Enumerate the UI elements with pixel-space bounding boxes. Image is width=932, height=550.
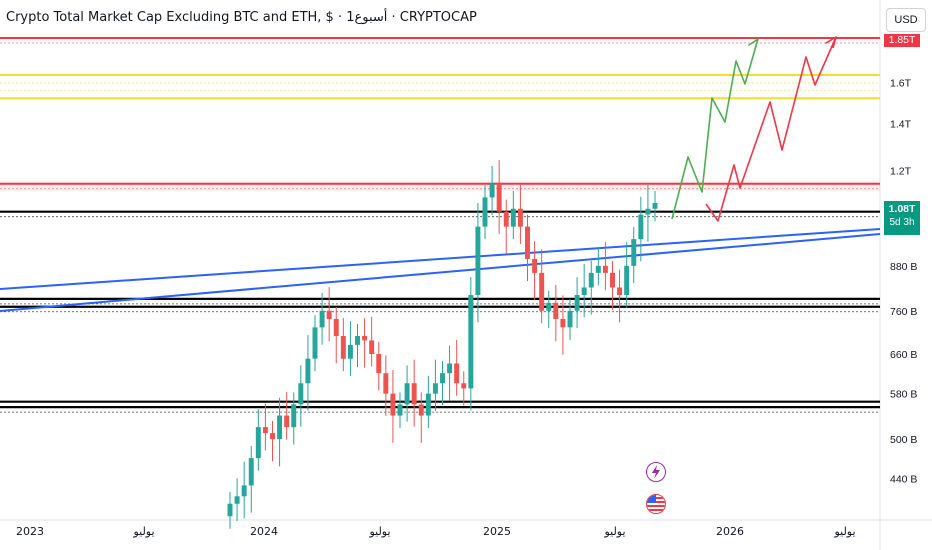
y-tick-label: 580 B <box>890 389 917 401</box>
candle-body[interactable] <box>284 415 290 428</box>
candle-body[interactable] <box>560 318 566 328</box>
candle-body[interactable] <box>503 211 509 227</box>
candle-body[interactable] <box>241 485 247 497</box>
chart-title: Crypto Total Market Cap Excluding BTC an… <box>6 10 477 25</box>
candle-body[interactable] <box>248 458 254 486</box>
candle-body[interactable] <box>546 302 552 311</box>
candle-body[interactable] <box>645 208 651 215</box>
candle-body[interactable] <box>418 404 424 416</box>
y-tick-label: 1.4T <box>890 118 912 130</box>
last-price-value: 1.08T <box>888 203 916 215</box>
trend-line-upper[interactable] <box>0 228 881 290</box>
us-flag-icon[interactable] <box>646 494 666 514</box>
candle-body[interactable] <box>638 214 644 240</box>
candle-body[interactable] <box>376 354 382 374</box>
candle-body[interactable] <box>234 496 240 504</box>
candle-body[interactable] <box>525 226 530 259</box>
x-tick-label: يوليو <box>368 525 390 538</box>
x-tick-label: يوليو <box>833 525 855 538</box>
candle-body[interactable] <box>319 310 325 328</box>
countdown-timer: 5d 3h <box>889 217 915 228</box>
candle-body[interactable] <box>581 287 587 296</box>
candle-body[interactable] <box>397 404 403 416</box>
x-tick-label: 2026 <box>716 525 744 538</box>
projection-path-red[interactable] <box>705 36 837 222</box>
candle-body[interactable] <box>631 239 637 266</box>
candle-body[interactable] <box>454 363 460 384</box>
candle-body[interactable] <box>432 383 438 394</box>
candle-body[interactable] <box>461 383 467 389</box>
candle-body[interactable] <box>425 393 431 416</box>
x-tick-label: 2024 <box>250 525 278 538</box>
candle-body[interactable] <box>652 203 658 209</box>
candle-body[interactable] <box>602 265 608 273</box>
y-tick-label: 500 B <box>890 434 917 446</box>
top-line-price-tag: 1.85T <box>884 34 920 47</box>
candle-body[interactable] <box>468 295 474 389</box>
candle-body[interactable] <box>510 208 516 227</box>
x-tick-label: يوليو <box>603 525 625 538</box>
candle-body[interactable] <box>333 318 339 336</box>
projection-path-green[interactable] <box>671 38 759 220</box>
candle-body[interactable] <box>447 363 453 374</box>
last-price-tag: 1.08T 5d 3h <box>884 201 920 235</box>
candle-body[interactable] <box>262 427 268 434</box>
candle-body[interactable] <box>404 383 410 405</box>
candle-body[interactable] <box>298 383 304 405</box>
candle-body[interactable] <box>539 272 545 311</box>
candle-body[interactable] <box>369 340 375 355</box>
currency-button[interactable]: USD <box>886 8 926 32</box>
y-tick-label: 760 B <box>890 306 917 318</box>
candle-body[interactable] <box>624 265 630 296</box>
candle-body[interactable] <box>362 335 368 341</box>
candle-body[interactable] <box>475 226 481 296</box>
candle-body[interactable] <box>312 327 318 359</box>
candle-body[interactable] <box>532 258 538 273</box>
candle-body[interactable] <box>390 393 396 416</box>
candle-body[interactable] <box>411 383 417 405</box>
candle-body[interactable] <box>617 287 623 296</box>
y-tick-label: 440 B <box>890 473 917 485</box>
candle-body[interactable] <box>383 373 389 394</box>
lightning-icon[interactable] <box>646 462 666 482</box>
candle-body[interactable] <box>574 295 580 311</box>
candle-body[interactable] <box>595 265 601 273</box>
candle-body[interactable] <box>489 183 495 198</box>
resistance-zone <box>0 180 880 191</box>
candle-body[interactable] <box>305 358 311 384</box>
candle-body[interactable] <box>340 335 346 359</box>
y-tick-label: 1.6T <box>890 78 912 90</box>
y-tick-label: 1.2T <box>890 166 912 178</box>
candle-body[interactable] <box>277 415 283 440</box>
candle-body[interactable] <box>347 344 353 359</box>
x-tick-label: 2025 <box>483 525 511 538</box>
candle-body[interactable] <box>440 373 445 384</box>
candle-body[interactable] <box>326 310 332 319</box>
x-tick-label: 2023 <box>16 525 44 538</box>
candle-body[interactable] <box>355 335 360 345</box>
candle-body[interactable] <box>482 197 488 227</box>
candle-body[interactable] <box>255 427 261 459</box>
candle-body[interactable] <box>291 404 297 428</box>
y-tick-label: 660 B <box>890 349 917 361</box>
x-tick-label: يوليو <box>132 525 154 538</box>
trend-line-lower[interactable] <box>0 233 881 312</box>
y-tick-label: 880 B <box>890 261 917 273</box>
candle-body[interactable] <box>553 302 559 319</box>
candle-body[interactable] <box>496 183 502 212</box>
candle-body[interactable] <box>517 208 523 227</box>
candle-body[interactable] <box>227 503 233 517</box>
candle-body[interactable] <box>567 310 573 328</box>
candle-body[interactable] <box>270 433 275 440</box>
candle-body[interactable] <box>588 272 594 288</box>
candle-body[interactable] <box>610 272 615 288</box>
